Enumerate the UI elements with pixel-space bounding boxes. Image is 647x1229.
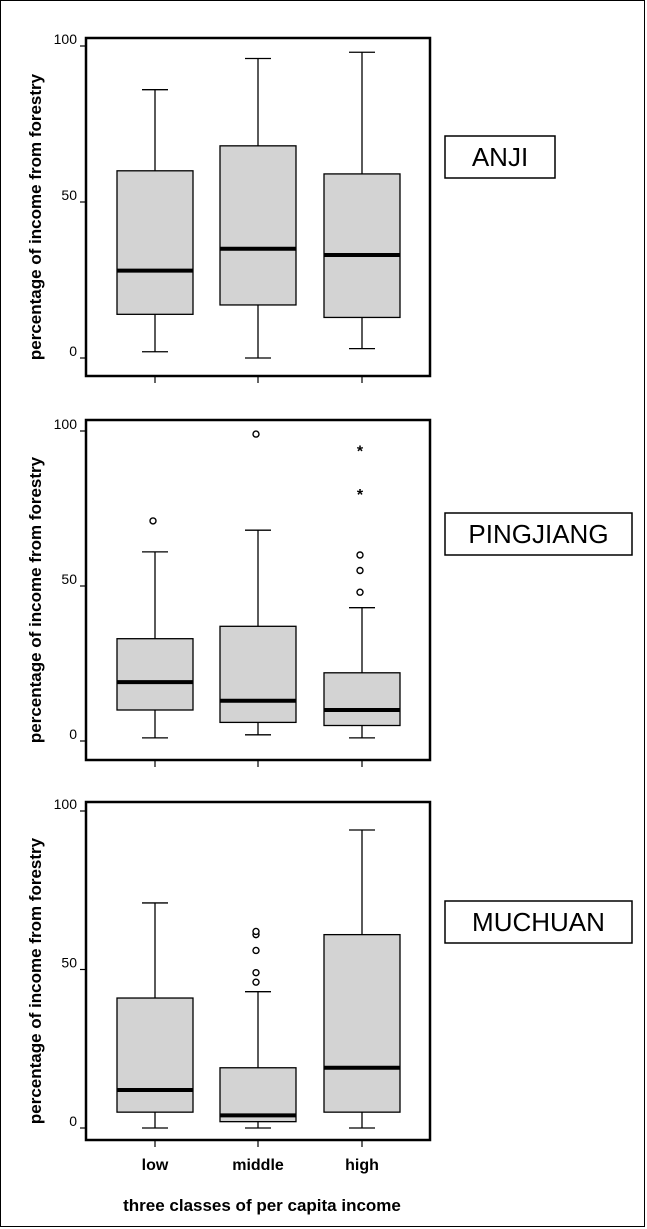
site-label-muchuan: MUCHUAN	[472, 907, 605, 937]
box-anji-middle	[219, 57, 297, 359]
box-muchuan-high	[323, 829, 401, 1129]
box-muchuan-low	[116, 902, 194, 1129]
outlier-pingjiang-high-1	[356, 566, 364, 575]
iqr-box-anji-low	[116, 170, 194, 315]
outlier-pingjiang-middle-0	[252, 430, 260, 438]
y-tick-label-pingjiang-0: 0	[69, 726, 77, 742]
panel-muchuan: percentage of income from forestry MUCHU…	[26, 796, 633, 1215]
extreme-pingjiang-high-0: *	[357, 487, 364, 504]
y-tick-label-muchuan-100: 100	[54, 796, 78, 812]
y-tick-label-anji-50: 50	[61, 187, 77, 203]
box-muchuan-middle	[219, 927, 297, 1129]
y-tick-label-anji-0: 0	[69, 343, 77, 359]
iqr-box-muchuan-high	[323, 933, 401, 1113]
iqr-box-pingjiang-low	[116, 638, 194, 711]
box-pingjiang-middle	[219, 430, 297, 736]
outlier-pingjiang-low-0	[149, 517, 157, 525]
outlier-pingjiang-high-0	[356, 588, 364, 596]
box-anji-high	[323, 51, 401, 350]
x-axis-title: three classes of per capita income	[123, 1196, 401, 1215]
x-category-label-middle: middle	[232, 1157, 284, 1174]
iqr-box-anji-middle	[219, 145, 297, 306]
extreme-pingjiang-high-1: *	[357, 444, 364, 461]
site-label-pingjiang: PINGJIANG	[468, 519, 608, 549]
box-pingjiang-low	[116, 517, 194, 739]
site-label-box-muchuan	[444, 900, 633, 944]
outlier-pingjiang-high-2	[356, 551, 364, 559]
outlier-muchuan-middle-0	[252, 978, 260, 986]
y-tick-label-muchuan-0: 0	[69, 1113, 77, 1129]
outlier-muchuan-middle-2	[252, 946, 260, 955]
y-tick-label-anji-100: 100	[54, 31, 78, 47]
x-category-label-low: low	[142, 1157, 169, 1174]
panel-pingjiang: percentage of income from forestry PINGJ…	[26, 416, 633, 767]
iqr-box-pingjiang-high	[323, 672, 401, 727]
box-anji-low	[116, 89, 194, 353]
y-axis-title-muchuan: percentage of income from forestry	[26, 837, 45, 1124]
outlier-muchuan-middle-4	[252, 927, 260, 936]
iqr-box-muchuan-low	[116, 997, 194, 1113]
iqr-box-muchuan-middle	[219, 1067, 297, 1123]
iqr-box-pingjiang-middle	[219, 625, 297, 724]
site-label-box-anji	[444, 135, 556, 179]
y-axis-title-pingjiang: percentage of income from forestry	[26, 456, 45, 743]
panel-anji: percentage of income from forestry ANJI …	[26, 31, 556, 383]
x-category-label-high: high	[345, 1157, 379, 1174]
site-label-box-pingjiang	[444, 512, 633, 556]
site-label-anji: ANJI	[472, 142, 528, 172]
y-tick-label-pingjiang-50: 50	[61, 571, 77, 587]
y-tick-label-pingjiang-100: 100	[54, 416, 78, 432]
box-pingjiang-high: **	[323, 444, 401, 739]
y-tick-label-muchuan-50: 50	[61, 955, 77, 971]
y-axis-title-anji: percentage of income from forestry	[26, 73, 45, 360]
iqr-box-anji-high	[323, 173, 401, 319]
outlier-muchuan-middle-1	[252, 968, 260, 977]
